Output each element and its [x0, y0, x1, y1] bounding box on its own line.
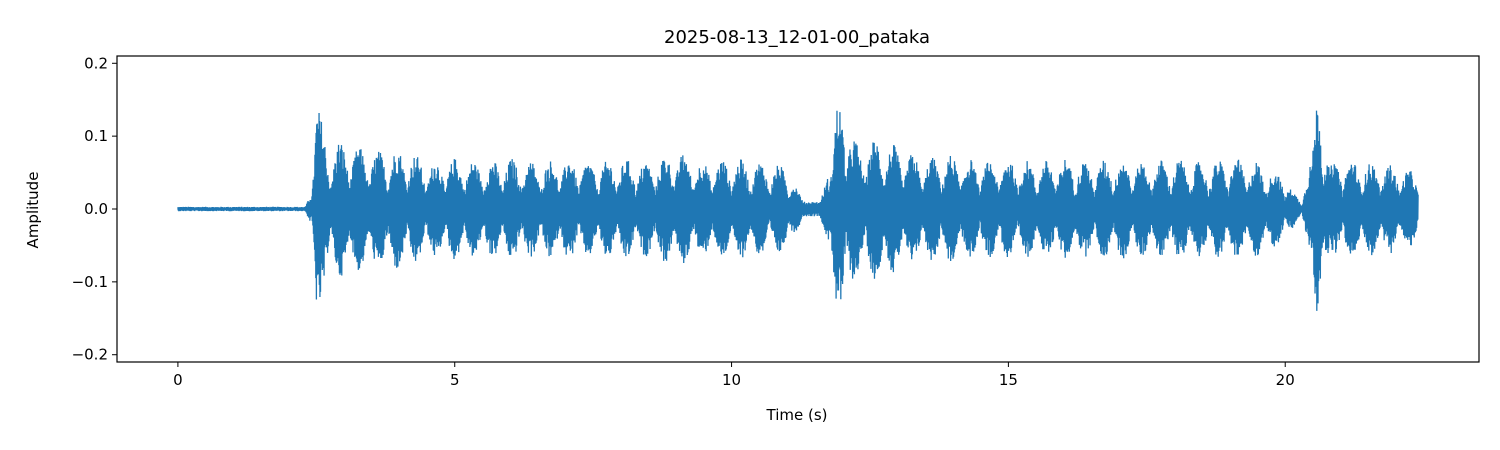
y-tick-label: 0.1 [84, 127, 108, 145]
y-axis: −0.2 −0.1 0.0 0.1 0.2 [72, 54, 117, 364]
x-tick-label: 0 [173, 371, 183, 389]
y-tick-label: 0.0 [84, 200, 108, 218]
x-tick-label: 10 [722, 371, 741, 389]
y-tick-label: 0.2 [84, 54, 108, 72]
y-tick-label: −0.1 [72, 273, 108, 291]
chart-title: 2025-08-13_12-01-00_pataka [664, 27, 930, 48]
x-tick-label: 20 [1276, 371, 1295, 389]
x-axis: 0 5 10 15 20 [173, 362, 1295, 389]
y-axis-label: Amplitude [24, 172, 42, 249]
x-tick-label: 5 [450, 371, 460, 389]
waveform-series-line [177, 110, 1419, 311]
y-tick-label: −0.2 [72, 346, 108, 364]
x-tick-label: 15 [999, 371, 1018, 389]
x-axis-label: Time (s) [766, 406, 828, 424]
